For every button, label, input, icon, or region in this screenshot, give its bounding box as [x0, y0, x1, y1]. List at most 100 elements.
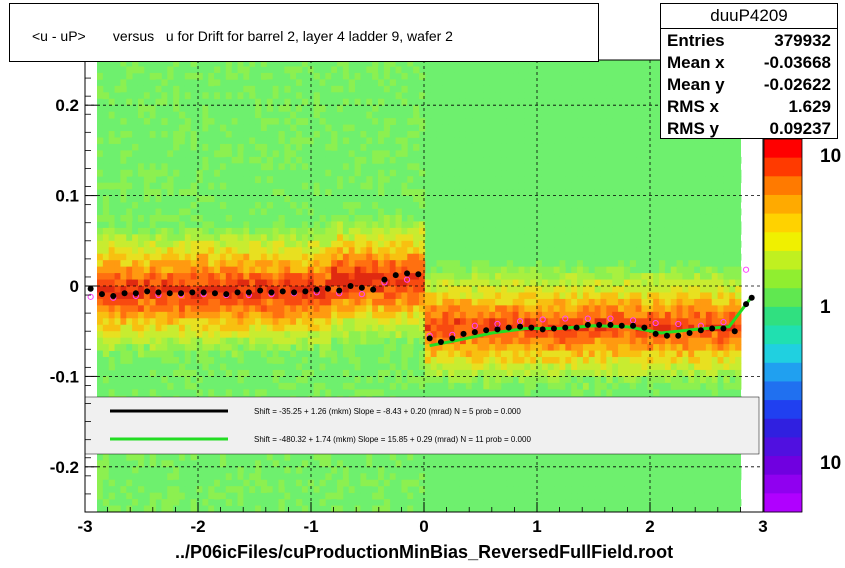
heatmap-cell: [155, 66, 162, 74]
heatmap-cell: [477, 273, 484, 280]
heatmap-cell: [249, 473, 256, 481]
heatmap-cell: [202, 305, 209, 313]
heatmap-cell: [97, 273, 104, 280]
heatmap-cell: [547, 337, 555, 345]
heatmap-cell: [524, 105, 531, 113]
heatmap-cell: [582, 298, 590, 306]
heatmap-cell: [582, 376, 590, 384]
heatmap-cell: [284, 453, 291, 461]
heatmap-cell: [489, 111, 496, 119]
heatmap-cell: [126, 279, 133, 287]
heatmap-cell: [290, 273, 297, 280]
heatmap-cell: [354, 505, 361, 512]
heatmap-cell: [155, 260, 162, 268]
heatmap-cell: [600, 382, 607, 390]
heatmap-cell: [126, 189, 133, 196]
heatmap-cell: [559, 376, 566, 384]
heatmap-cell: [173, 318, 180, 326]
heatmap-cell: [442, 286, 449, 293]
heatmap-cell: [331, 492, 338, 500]
heatmap-cell: [114, 176, 121, 184]
heatmap-cell: [372, 202, 379, 209]
heatmap-cell: [694, 286, 701, 293]
heatmap-cell: [653, 66, 660, 74]
heatmap-cell: [495, 344, 502, 351]
heatmap-cell: [395, 156, 402, 164]
heatmap-cell: [331, 118, 338, 125]
heatmap-cell: [337, 350, 344, 358]
heatmap-cell: [219, 247, 227, 255]
heatmap-cell: [565, 137, 572, 145]
heatmap-cell: [541, 505, 549, 512]
heatmap-cell: [688, 324, 695, 332]
heatmap-cell: [325, 318, 332, 326]
heatmap-cell: [448, 350, 455, 358]
heatmap-cell: [202, 318, 209, 326]
heatmap-cell: [214, 266, 221, 274]
heatmap-cell: [571, 60, 578, 67]
heatmap-cell: [290, 311, 297, 319]
heatmap-cell: [255, 337, 262, 345]
heatmap-cell: [196, 382, 203, 390]
heatmap-cell: [659, 279, 666, 287]
heatmap-cell: [419, 195, 426, 203]
heatmap-cell: [173, 357, 180, 364]
heatmap-cell: [161, 486, 168, 494]
heatmap-cell: [577, 105, 584, 113]
heatmap-cell: [342, 163, 350, 171]
heatmap-cell: [424, 350, 432, 358]
heatmap-cell: [407, 253, 414, 261]
heatmap-cell: [694, 279, 701, 287]
heatmap-cell: [184, 79, 192, 87]
heatmap-cell: [120, 214, 127, 222]
heatmap-cell: [571, 389, 578, 397]
heatmap-cell: [588, 350, 596, 358]
heatmap-cell: [459, 279, 467, 287]
heatmap-cell: [161, 473, 168, 481]
heatmap-cell: [664, 466, 672, 474]
heatmap-cell: [354, 499, 361, 506]
heatmap-cell: [606, 492, 613, 500]
heatmap-cell: [325, 311, 332, 319]
heatmap-cell: [489, 227, 496, 235]
heatmap-cell: [495, 460, 502, 468]
heatmap-cell: [184, 505, 192, 512]
heatmap-cell: [688, 460, 695, 468]
heatmap-cell: [296, 137, 303, 145]
heatmap-cell: [612, 98, 619, 106]
heatmap-cell: [296, 92, 303, 100]
heatmap-cell: [659, 286, 666, 293]
heatmap-cell: [424, 357, 432, 364]
heatmap-cell: [442, 311, 449, 319]
heatmap-cell: [407, 479, 414, 487]
heatmap-cell: [612, 363, 619, 371]
heatmap-cell: [430, 337, 437, 345]
heatmap-cell: [612, 214, 619, 222]
heatmap-cell: [629, 247, 637, 255]
heatmap-cell: [149, 492, 156, 500]
heatmap-cell: [413, 279, 420, 287]
heatmap-cell: [296, 163, 303, 171]
heatmap-cell: [430, 208, 437, 216]
heatmap-cell: [588, 344, 596, 351]
heatmap-cell: [688, 337, 695, 345]
heatmap-cell: [389, 460, 396, 468]
heatmap-cell: [325, 453, 332, 461]
heatmap-cell: [565, 286, 572, 293]
heatmap-cell: [618, 143, 625, 151]
heatmap-cell: [606, 324, 613, 332]
heatmap-cell: [319, 234, 326, 242]
heatmap-cell: [325, 98, 332, 106]
heatmap-cell: [465, 363, 473, 371]
heatmap-cell: [518, 350, 525, 358]
heatmap-cell: [705, 163, 713, 171]
heatmap-cell: [623, 131, 631, 138]
heatmap-cell: [325, 176, 332, 184]
heatmap-cell: [319, 486, 326, 494]
heatmap-cell: [342, 344, 350, 351]
heatmap-cell: [483, 150, 490, 158]
heatmap-cell: [266, 208, 274, 216]
heatmap-cell: [664, 350, 672, 358]
heatmap-cell: [623, 227, 631, 235]
heatmap-cell: [231, 72, 238, 80]
